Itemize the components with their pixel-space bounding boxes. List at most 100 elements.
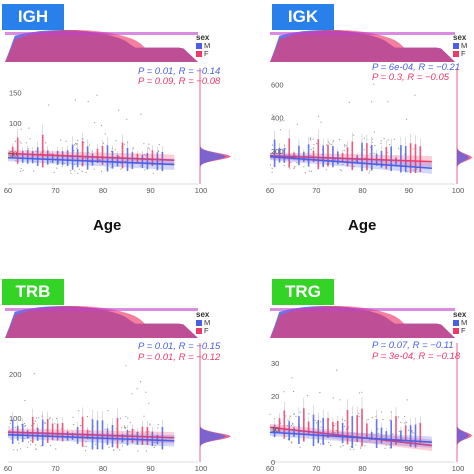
scatter-point-igh <box>158 150 160 152</box>
scatter-point-trg <box>388 444 390 446</box>
scatter-point-trb <box>38 417 40 419</box>
scatter-point-trg <box>291 377 293 379</box>
scatter-point-trg <box>413 432 415 434</box>
scatter-point-trb <box>44 422 47 424</box>
scatter-point-trb <box>34 420 37 422</box>
scatter-point-trb <box>154 441 156 443</box>
scatter-point-trb <box>131 393 133 395</box>
scatter-point-igk <box>333 140 335 142</box>
scatter-point-trb <box>140 381 142 383</box>
scatter-point-igk <box>308 170 310 172</box>
bar-f-igk <box>419 146 422 172</box>
bar-f-igk <box>346 147 349 167</box>
legend-swatch-f-trg <box>453 328 459 334</box>
bar-m-igh <box>141 155 144 168</box>
bar-f-trg <box>332 421 334 436</box>
density-f-igh <box>5 30 198 62</box>
scatter-point-igh <box>58 161 60 163</box>
density-f-trb <box>5 306 198 338</box>
scatter-point-igk <box>316 143 318 145</box>
scatter-point-igh <box>85 171 87 173</box>
scatter-point-igk <box>304 172 306 174</box>
scatter-point-igk <box>313 144 315 146</box>
legend-item-m-trb: M <box>204 318 211 327</box>
panel-label-igh: IGH <box>2 4 64 30</box>
y-tick-trg: 10 <box>271 425 279 434</box>
scatter-point-trb <box>56 417 58 420</box>
scatter-point-igh <box>77 172 79 174</box>
scatter-point-igk <box>338 138 341 141</box>
scatter-point-trb <box>16 449 18 451</box>
scatter-point-trb <box>10 438 12 440</box>
bar-f-igh <box>16 137 19 164</box>
scatter-point-trb <box>83 445 85 447</box>
scatter-point-igh <box>34 161 36 163</box>
scatter-point-igk <box>310 139 312 141</box>
bar-m-igk <box>400 145 402 173</box>
scatter-point-trb <box>30 440 32 442</box>
legend-item-f-trb: F <box>204 326 209 335</box>
bar-f-trb <box>51 423 54 441</box>
bar-f-trg <box>307 421 310 435</box>
scatter-point-igh <box>19 141 21 143</box>
scatter-point-trb <box>36 417 38 419</box>
scatter-point-igh <box>74 99 76 101</box>
legend-item-f-trg: F <box>461 326 466 335</box>
scatter-point-trb <box>121 427 123 429</box>
scatter-point-igk <box>283 120 285 122</box>
scatter-point-igh <box>96 94 98 96</box>
scatter-point-trb <box>24 425 26 427</box>
scatter-point-trb <box>95 443 97 445</box>
scatter-point-igk <box>320 121 322 123</box>
scatter-point-igk <box>355 160 357 162</box>
scatter-point-trg <box>292 422 294 424</box>
bar-f-igk <box>288 138 290 168</box>
scatter-point-trb <box>85 441 87 443</box>
scatter-point-trg <box>358 392 361 394</box>
bar-f-igh <box>151 150 154 167</box>
marginal-density-m-igk <box>457 143 469 172</box>
y-tick-igk: 200 <box>271 147 284 156</box>
y-tick-igk: 400 <box>271 114 284 123</box>
bar-m-igh <box>131 152 134 169</box>
bar-m-trb <box>36 427 39 441</box>
scatter-point-igh <box>74 144 76 146</box>
scatter-point-trb <box>24 399 26 402</box>
scatter-point-trg <box>316 422 318 424</box>
scatter-point-trg <box>269 413 271 415</box>
scatter-point-trg <box>299 411 301 413</box>
scatter-point-trg <box>411 432 413 434</box>
x-tick-trg: 60 <box>266 464 274 473</box>
scatter-point-trg <box>368 439 371 441</box>
scatter-point-igk <box>296 123 298 125</box>
scatter-point-igk <box>271 144 274 146</box>
confidence-band-m-trg <box>270 428 432 448</box>
scatter-point-igk <box>279 120 281 122</box>
panel-label-trg: TRG <box>272 279 334 305</box>
bar-m-trg <box>341 422 344 444</box>
scatter-point-trb <box>54 423 56 425</box>
scatter-point-igk <box>340 170 343 172</box>
bar-m-trg <box>380 427 383 444</box>
legend-item-m-trg: M <box>461 318 468 327</box>
scatter-point-trg <box>377 428 379 430</box>
legend-title-igh: sex <box>196 33 210 42</box>
scatter-point-trg <box>361 391 363 393</box>
scatter-point-igk <box>416 168 418 170</box>
scatter-point-trb <box>27 446 29 448</box>
bar-m-trg <box>312 414 315 446</box>
bar-m-trg <box>322 417 324 445</box>
scatter-point-trg <box>382 419 384 421</box>
bar-m-trg <box>351 416 354 449</box>
y-tick-igk: 600 <box>271 81 284 90</box>
scatter-point-trg <box>319 392 321 394</box>
scatter-point-igh <box>77 139 79 142</box>
scatter-point-trg <box>353 448 355 450</box>
scatter-point-trb <box>18 442 20 444</box>
scatter-point-igh <box>100 124 102 127</box>
x-tick-igh: 80 <box>99 186 107 195</box>
legend-swatch-f-igk <box>453 51 459 57</box>
scatter-point-igh <box>143 154 145 156</box>
scatter-point-igk <box>271 171 273 173</box>
bar-f-trb <box>46 419 49 443</box>
